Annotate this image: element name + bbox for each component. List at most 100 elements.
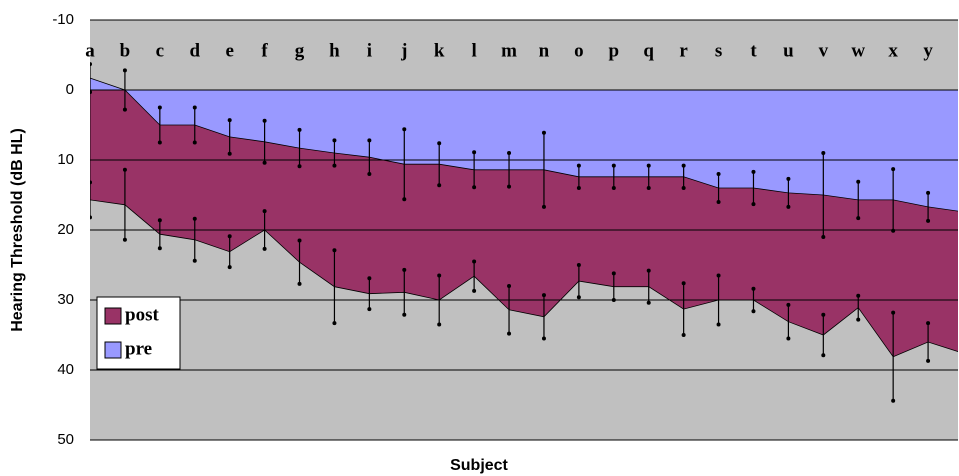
x-tick-label: s	[715, 40, 722, 61]
error-cap	[157, 246, 162, 251]
error-cap	[332, 138, 337, 143]
error-cap	[751, 309, 756, 314]
x-tick-label: n	[539, 40, 550, 61]
x-tick-label: h	[329, 40, 340, 61]
error-cap	[472, 185, 477, 190]
error-cap	[192, 105, 197, 110]
error-cap	[786, 302, 791, 307]
error-cap	[751, 202, 756, 207]
error-cap	[437, 273, 442, 278]
error-cap	[541, 293, 546, 298]
error-cap	[891, 167, 896, 172]
error-cap	[716, 273, 721, 278]
plot	[90, 62, 958, 403]
error-cap	[681, 281, 686, 286]
error-cap	[192, 258, 197, 263]
error-cap	[437, 141, 442, 146]
error-cap	[541, 204, 546, 209]
error-cap	[786, 336, 791, 341]
error-cap	[262, 209, 267, 214]
x-tick-label: u	[783, 40, 794, 61]
error-cap	[751, 169, 756, 174]
x-tick-label: g	[295, 40, 305, 61]
error-cap	[751, 286, 756, 291]
error-cap	[122, 167, 127, 172]
error-cap	[576, 263, 581, 267]
x-tick-label: a	[85, 40, 95, 61]
error-cap	[157, 218, 162, 223]
error-cap	[262, 246, 267, 251]
error-cap	[472, 288, 477, 293]
y-tick-label: 0	[66, 81, 74, 98]
x-tick-label: r	[679, 40, 688, 61]
y-tick-label: 50	[57, 431, 74, 448]
error-cap	[507, 331, 512, 336]
error-cap	[122, 237, 127, 242]
error-cap	[157, 105, 162, 110]
error-cap	[646, 163, 651, 168]
legend-label: post	[125, 304, 159, 325]
error-cap	[90, 215, 92, 220]
x-tick-label: x	[888, 40, 898, 61]
x-tick-label: d	[189, 40, 200, 61]
error-cap	[786, 204, 791, 209]
legend-swatch	[104, 341, 122, 359]
y-axis-title: Hearing Threshold (dB HL)	[9, 128, 26, 332]
error-cap	[716, 172, 721, 176]
x-tick-label: i	[367, 40, 372, 61]
error-cap	[367, 138, 372, 143]
error-cap	[297, 127, 302, 132]
x-axis-title: Subject	[450, 457, 508, 474]
error-cap	[681, 186, 686, 190]
error-cap	[297, 238, 302, 243]
error-cap	[681, 163, 686, 168]
error-cap	[192, 216, 197, 221]
x-tick-label: w	[851, 40, 865, 61]
error-cap	[122, 107, 127, 112]
error-cap	[367, 307, 372, 312]
error-cap	[367, 172, 372, 176]
error-cap	[402, 312, 407, 317]
error-cap	[90, 62, 92, 67]
error-cap	[926, 358, 931, 363]
error-cap	[786, 176, 791, 181]
x-tick-label: e	[225, 40, 233, 61]
error-cap	[926, 321, 931, 326]
y-tick-label: 40	[57, 361, 74, 378]
error-cap	[192, 140, 197, 145]
error-cap	[402, 267, 407, 272]
error-cap	[611, 163, 616, 168]
y-tick-label: -10	[52, 11, 74, 28]
x-tick-label: p	[609, 40, 620, 61]
error-cap	[891, 310, 896, 315]
error-cap	[821, 235, 826, 239]
error-cap	[157, 140, 162, 145]
error-cap	[611, 271, 616, 276]
error-cap	[541, 336, 546, 341]
error-cap	[472, 150, 477, 155]
error-cap	[227, 234, 232, 239]
error-cap	[646, 300, 651, 305]
x-tick-label: l	[471, 40, 476, 61]
error-cap	[541, 130, 546, 135]
x-tick-label: j	[400, 40, 407, 61]
error-cap	[716, 322, 721, 327]
error-cap	[437, 322, 442, 327]
error-cap	[332, 248, 337, 253]
y-tick-label: 20	[57, 221, 74, 238]
error-cap	[821, 353, 826, 358]
x-tick-label: y	[923, 40, 933, 61]
error-cap	[437, 183, 442, 188]
error-cap	[646, 186, 651, 190]
error-cap	[472, 259, 477, 264]
error-cap	[507, 284, 512, 288]
error-cap	[262, 160, 267, 165]
error-cap	[576, 163, 581, 168]
error-cap	[297, 281, 302, 286]
y-tick-label: 10	[57, 151, 74, 168]
x-tick-label: o	[574, 40, 584, 61]
error-cap	[891, 398, 896, 403]
error-cap	[367, 276, 372, 281]
error-cap	[646, 268, 651, 273]
error-cap	[856, 293, 861, 298]
